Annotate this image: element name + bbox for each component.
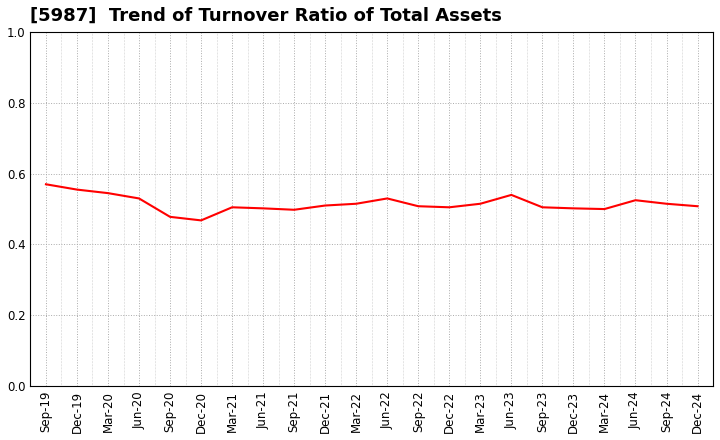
Text: [5987]  Trend of Turnover Ratio of Total Assets: [5987] Trend of Turnover Ratio of Total … — [30, 7, 503, 25]
